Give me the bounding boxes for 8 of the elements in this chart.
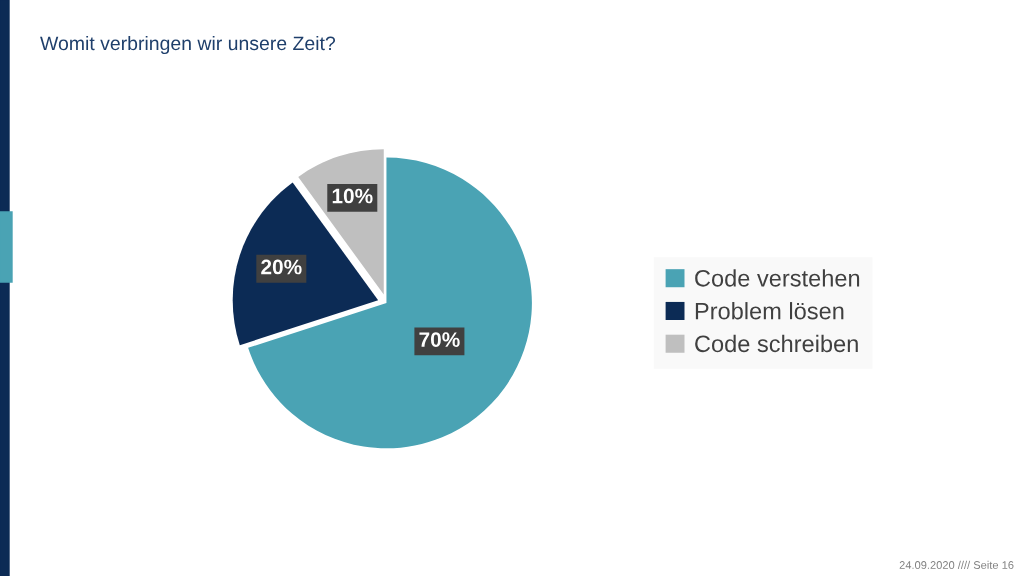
data-label: 70% (419, 332, 460, 347)
data-label: 10% (332, 188, 373, 204)
legend-label: Code schreiben (695, 334, 858, 353)
legend-label: Code verstehen (695, 269, 860, 287)
chart-title: Womit verbringen wir unsere Zeit? (40, 35, 336, 55)
data-label: 20% (261, 259, 302, 275)
legend-label: Problem lösen (695, 302, 844, 320)
text: 24.09.2020 //// Seite 16 (899, 560, 1014, 569)
